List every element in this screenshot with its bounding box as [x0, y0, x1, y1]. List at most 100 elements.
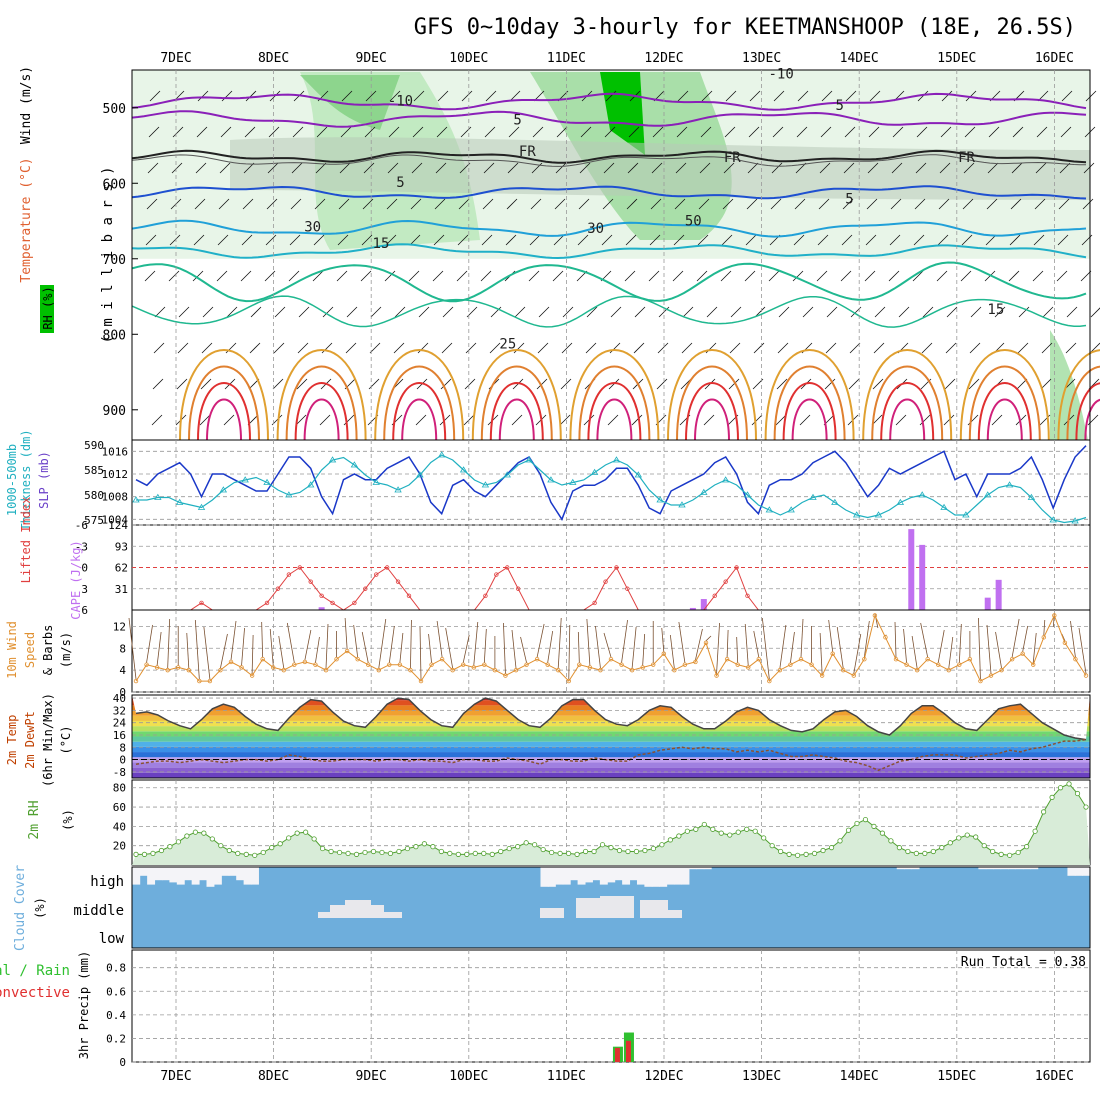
rh-marker	[736, 830, 740, 834]
rh-marker	[270, 845, 274, 849]
li-tick-label: -6	[75, 519, 88, 532]
temperature-label: Temperature (°C)	[19, 157, 34, 282]
rh-marker	[414, 844, 418, 848]
cape-tick-label: 124	[108, 519, 128, 532]
contour-label: 30	[587, 221, 604, 237]
rh-marker	[507, 846, 511, 850]
temp-tick-label: 32	[113, 704, 126, 717]
high-cloud-bar	[251, 867, 259, 885]
date-label-top: 11DEC	[547, 51, 586, 66]
rh-marker	[490, 852, 494, 856]
temp-tick-label: 0	[119, 754, 126, 767]
date-label-bottom: 8DEC	[258, 1069, 289, 1084]
date-label-top: 15DEC	[937, 51, 976, 66]
rh-tick-label: 40	[113, 820, 126, 833]
rh-marker	[253, 853, 257, 857]
rh-marker	[931, 849, 935, 853]
rh-marker	[1007, 853, 1011, 857]
rh-marker	[244, 852, 248, 856]
rh-marker	[770, 843, 774, 847]
temp-label-2: 2m DewPt	[23, 711, 37, 769]
high-cloud-bar	[155, 867, 163, 880]
high-cloud-bar	[207, 867, 215, 887]
precip-tick-label: 0.8	[106, 962, 126, 975]
rh-marker	[829, 845, 833, 849]
rh-marker	[745, 827, 749, 831]
high-cloud-bar	[244, 867, 252, 885]
rh-marker	[448, 851, 452, 855]
high-cloud-bar	[548, 867, 556, 887]
pressure-tick-label: 900	[103, 404, 126, 419]
rh-marker	[643, 848, 647, 852]
contour-label: 15	[373, 236, 390, 252]
precip-label-1: 3hr Precip (mm)	[77, 951, 91, 1059]
cape-bar	[919, 545, 925, 610]
date-label-bottom: 9DEC	[356, 1069, 387, 1084]
rh-marker	[202, 831, 206, 835]
wind-tick-label: 8	[119, 642, 126, 655]
temp-tick-label: 40	[113, 692, 126, 705]
cloud-level-middle: middle	[73, 903, 124, 919]
high-cloud-bar	[615, 867, 623, 880]
high-cloud-bar	[652, 867, 660, 887]
wind-label-3: & Barbs	[41, 625, 55, 676]
rh-marker	[515, 844, 519, 848]
rh-label: RH (%)	[41, 286, 55, 329]
wind-label-2: Speed	[23, 632, 37, 668]
rh-marker	[575, 852, 579, 856]
high-cloud-bar	[214, 867, 222, 885]
cape-label: CAPE (J/kg)	[69, 540, 83, 619]
middle-cloud-bar	[600, 896, 634, 918]
rh-marker	[761, 836, 765, 840]
date-label-bottom: 15DEC	[937, 1069, 976, 1084]
contour-label: -10	[388, 93, 413, 109]
date-label-top: 7DEC	[160, 51, 191, 66]
high-cloud-bar	[1075, 867, 1083, 876]
date-label-top: 8DEC	[258, 51, 289, 66]
rh-marker	[668, 838, 672, 842]
contour-label: FR	[958, 150, 975, 166]
contour-label: FR	[519, 144, 536, 160]
rh-marker	[651, 846, 655, 850]
rh-marker	[558, 851, 562, 855]
high-cloud-bar	[184, 867, 192, 880]
rh-marker	[193, 830, 197, 834]
cloud-label-2: (%)	[33, 897, 47, 919]
rh-marker	[532, 843, 536, 847]
rh-marker	[855, 821, 859, 825]
rh-marker	[694, 827, 698, 831]
high-cloud-bar	[563, 867, 571, 885]
slp-tick-label: 1012	[102, 468, 129, 481]
rh-marker	[795, 853, 799, 857]
precip-tick-label: 0.4	[106, 1009, 126, 1022]
rh-marker	[626, 849, 630, 853]
rh-marker	[422, 842, 426, 846]
high-cloud-bar	[140, 867, 148, 876]
rh-marker	[405, 846, 409, 850]
cloud-level-low: low	[99, 931, 125, 947]
rh-marker	[965, 833, 969, 837]
high-cloud-bar	[637, 867, 645, 885]
contour-label: FR	[724, 150, 741, 166]
temp-label-1: 2m Temp	[5, 715, 19, 766]
precip-tick-label: 0	[119, 1056, 126, 1069]
rh-marker	[677, 834, 681, 838]
slp-tick-label: 1016	[102, 445, 129, 458]
precip-label-3: Convective	[0, 985, 70, 1001]
rh-marker	[312, 837, 316, 841]
rh-marker	[134, 852, 138, 856]
rh-marker	[974, 835, 978, 839]
contour-label: 50	[685, 214, 702, 230]
rh-marker	[880, 831, 884, 835]
high-cloud-bar	[229, 867, 237, 876]
temp-tick-label: 8	[119, 741, 126, 754]
date-label-bottom: 10DEC	[449, 1069, 488, 1084]
date-label-bottom: 12DEC	[644, 1069, 683, 1084]
rh-marker	[787, 852, 791, 856]
rh-marker	[159, 848, 163, 852]
rh-marker	[778, 849, 782, 853]
contour-label: 30	[304, 220, 321, 236]
rh-marker	[176, 840, 180, 844]
high-cloud-bar	[622, 867, 630, 885]
slp-tick-label: 1008	[102, 491, 129, 504]
